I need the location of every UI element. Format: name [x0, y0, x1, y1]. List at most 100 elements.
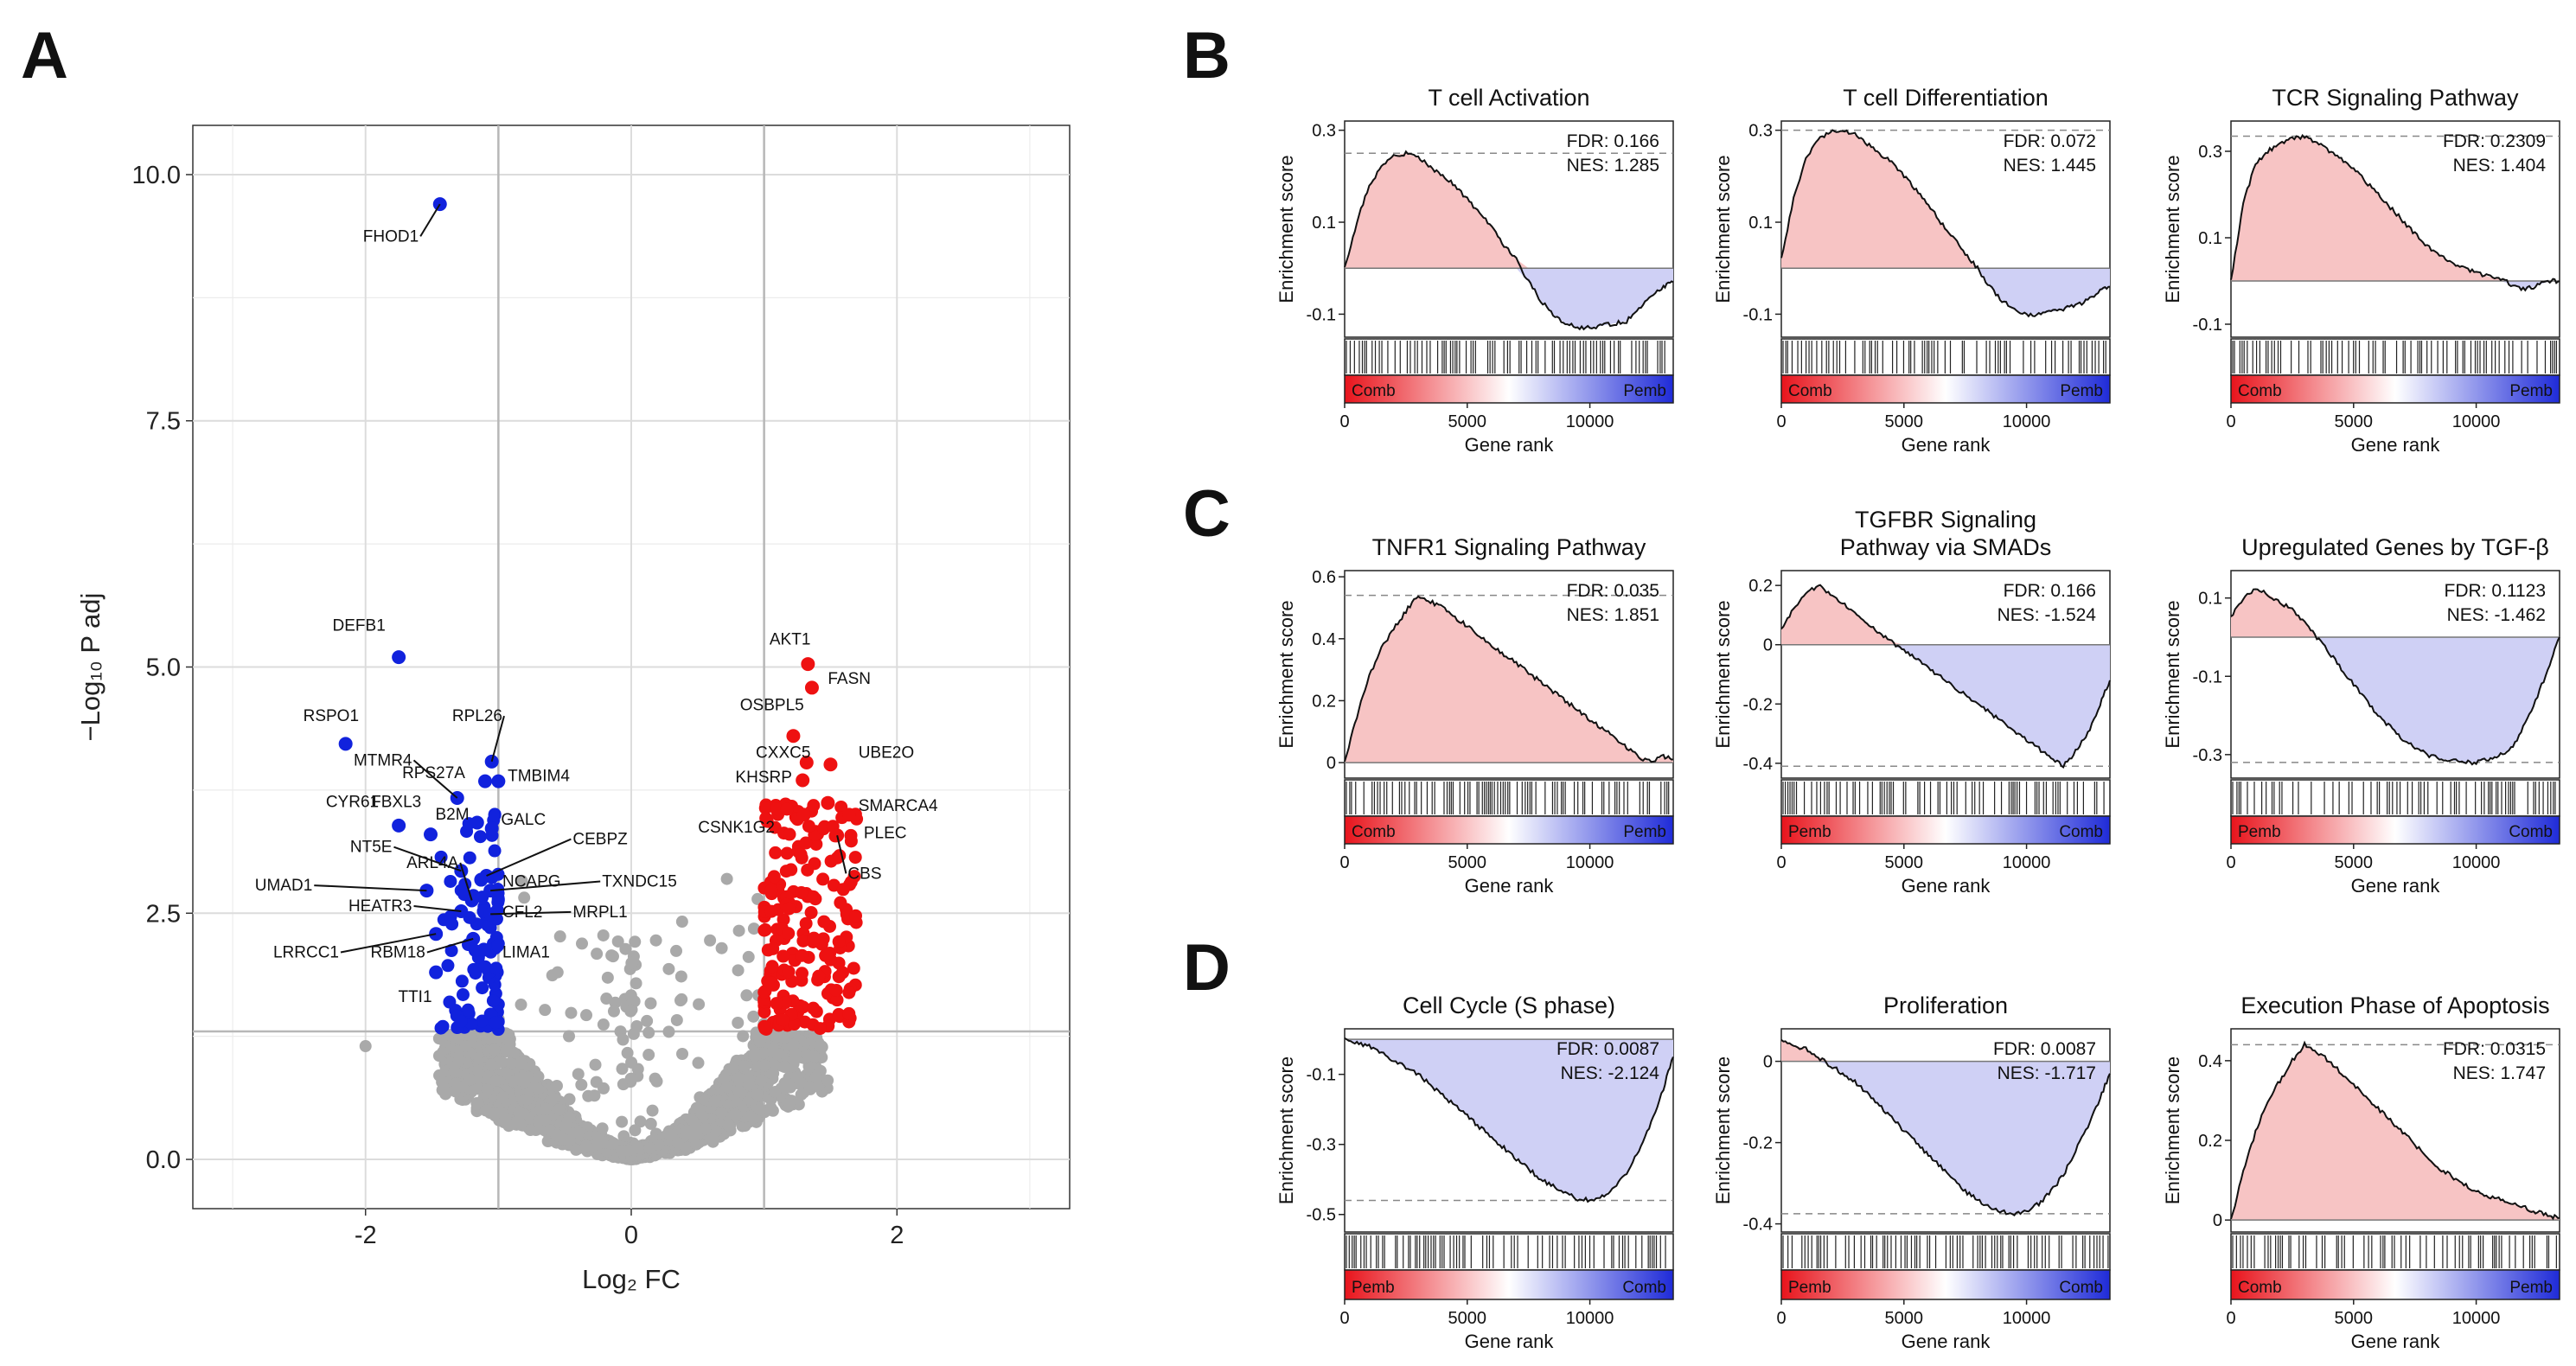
ns-point	[720, 872, 733, 885]
up-point-fasn	[804, 680, 819, 695]
ns-point	[624, 1072, 637, 1085]
ns-point	[505, 1056, 518, 1069]
x-axis-title: Gene rank	[2351, 1331, 2441, 1352]
gene-label: UBE2O	[859, 744, 914, 762]
up-point	[842, 1006, 856, 1020]
x-tick-label: 10000	[2452, 853, 2501, 872]
x-tick-label: 0	[1339, 853, 1349, 872]
ns-point	[495, 1107, 508, 1120]
nes-value: NES: 1.851	[1567, 605, 1659, 625]
ns-point	[685, 1113, 698, 1126]
ns-point	[644, 1117, 657, 1130]
y-tick-label: -0.1	[1307, 305, 1336, 324]
y-tick-label: 0.4	[2198, 1052, 2222, 1071]
down-point	[489, 1016, 502, 1030]
ns-point	[629, 935, 642, 948]
up-point	[779, 865, 793, 878]
ns-point	[588, 1089, 601, 1102]
x-tick-label: 0	[2226, 412, 2235, 431]
gene-hit-barcode	[1344, 779, 1674, 817]
gene-label: CXXC5	[756, 744, 810, 762]
up-point	[769, 846, 783, 859]
ns-point	[563, 1030, 576, 1043]
volcano-background-points	[432, 872, 834, 1165]
up-point	[765, 960, 779, 973]
up-point-csnk1g2	[796, 807, 811, 822]
gene-label: HEATR3	[348, 897, 412, 916]
gene-label: FASN	[828, 670, 871, 688]
ns-point	[470, 1097, 483, 1110]
gene-label: NT5E	[350, 839, 393, 857]
up-point-smarca4	[821, 795, 835, 810]
rank-color-bar	[1780, 815, 2111, 845]
x-tick-label: 5000	[1885, 1309, 1924, 1328]
nes-value: NES: 1.445	[2004, 156, 2096, 176]
down-point	[443, 995, 457, 1009]
gene-hit-barcode	[1780, 1233, 2111, 1271]
up-point	[834, 896, 847, 910]
up-point	[832, 970, 846, 984]
ns-point	[722, 1119, 735, 1132]
gene-hit-barcode	[2230, 338, 2560, 376]
y-tick-label: -0.3	[1307, 1136, 1336, 1155]
ns-point	[550, 1128, 563, 1141]
down-point	[463, 851, 476, 865]
y-tick-label: 0	[1326, 754, 1336, 773]
ns-point	[670, 944, 683, 957]
ns-point	[619, 942, 632, 955]
ns-point	[507, 1075, 520, 1088]
down-point-galc	[484, 821, 499, 836]
group-right-label: Comb	[2059, 823, 2103, 841]
y-tick-label: 7.5	[146, 408, 181, 436]
running-es-curve	[1344, 1037, 1674, 1203]
up-point	[770, 997, 783, 1011]
gene-label: MRPL1	[572, 903, 627, 922]
fdr-value: FDR: 0.166	[2004, 581, 2096, 601]
ns-point	[598, 1136, 610, 1149]
ns-point	[624, 1005, 637, 1018]
ns-point	[553, 1103, 566, 1116]
ns-point	[489, 1075, 502, 1088]
y-tick-label: 0.1	[1748, 214, 1773, 233]
negative-enrichment-area	[1781, 268, 2110, 315]
gene-label: MTMR4	[354, 751, 412, 769]
gene-label: SMARCA4	[859, 797, 938, 815]
y-axis-title: Enrichment score	[1712, 1056, 1734, 1204]
y-tick-label: 0.1	[2198, 590, 2222, 609]
ns-point	[644, 997, 657, 1010]
ns-point	[747, 1010, 760, 1023]
running-es-curve	[1780, 129, 2111, 318]
rank-color-bar	[1344, 815, 1674, 845]
x-tick-label: 0	[1339, 412, 1349, 431]
gene-label: RPS27A	[402, 764, 465, 782]
ns-point	[709, 1125, 722, 1138]
down-point-cyr61	[392, 818, 406, 833]
ns-point	[770, 1031, 783, 1044]
down-point	[461, 1003, 475, 1017]
ns-point	[751, 1088, 764, 1101]
ns-point	[676, 1047, 689, 1060]
x-tick-label: 5000	[1448, 1309, 1487, 1328]
up-point-ube2o	[823, 757, 838, 772]
ns-point	[758, 1059, 771, 1072]
x-tick-label: 5000	[2335, 412, 2374, 431]
up-point	[795, 967, 809, 980]
rank-color-bar	[2230, 1269, 2560, 1300]
gene-label: FBXL3	[371, 793, 421, 811]
ns-point	[726, 1061, 739, 1074]
ns-point	[627, 1027, 640, 1040]
barcode-frame	[1344, 1233, 1674, 1271]
gene-label-leader-line	[426, 937, 474, 954]
fdr-value: FDR: 0.1123	[2445, 581, 2547, 601]
gene-label-leader-line	[412, 759, 458, 799]
ns-point	[600, 993, 613, 1005]
x-axis-title: Gene rank	[2351, 875, 2441, 897]
group-left-label: Pemb	[1788, 1279, 1831, 1297]
positive-enrichment-area	[1781, 585, 2110, 645]
up-point	[796, 934, 810, 948]
rank-color-bar	[1344, 1269, 1674, 1300]
ns-point	[500, 1044, 513, 1056]
ns-point	[624, 989, 637, 1002]
panel-letter-b: B	[1183, 19, 1230, 93]
up-point	[807, 799, 821, 813]
